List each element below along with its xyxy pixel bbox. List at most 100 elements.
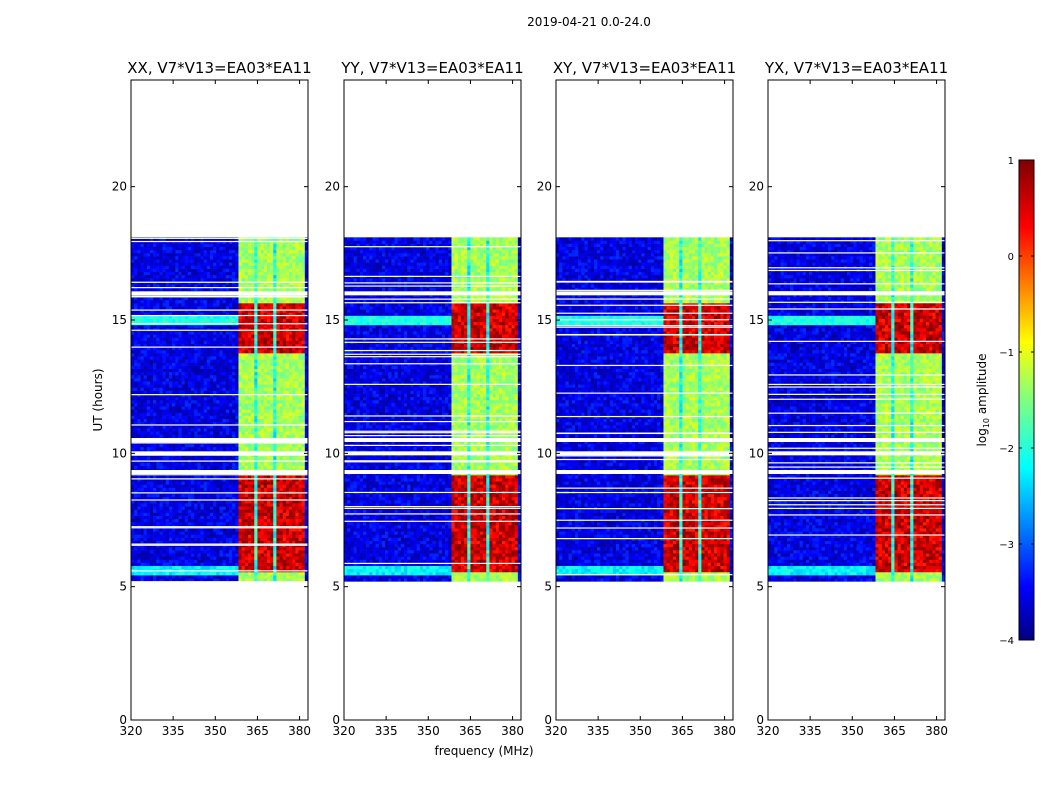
heatmap-cell <box>168 356 173 360</box>
heatmap-cell <box>241 403 246 407</box>
heatmap-cell <box>292 318 296 323</box>
heatmap-cell <box>263 500 268 504</box>
heatmap-cell <box>153 475 157 479</box>
heatmap-cell <box>260 528 265 532</box>
heatmap-cell <box>228 387 233 391</box>
heatmap-cell <box>295 340 299 344</box>
heatmap-cell <box>298 331 302 335</box>
heatmap-cell <box>143 334 148 338</box>
heatmap-cell <box>228 553 233 557</box>
heatmap-cell <box>241 428 246 432</box>
heatmap-cell <box>225 575 230 579</box>
heatmap-cell <box>225 334 230 338</box>
heatmap-cell <box>194 465 198 470</box>
heatmap-cell <box>175 409 179 413</box>
heatmap-cell <box>200 565 204 570</box>
heatmap-cell <box>168 521 173 526</box>
heatmap-cell <box>191 446 195 451</box>
heatmap-cell <box>153 359 157 363</box>
heatmap-cell <box>244 550 249 554</box>
heatmap-cell <box>222 478 227 482</box>
heatmap-cell <box>282 412 287 416</box>
heatmap-cell <box>191 518 195 523</box>
heatmap-cell <box>181 324 186 329</box>
heatmap-cell <box>295 528 299 532</box>
heatmap-cell <box>184 550 189 554</box>
heatmap-cell <box>213 396 217 401</box>
heatmap-cell <box>298 368 302 373</box>
heatmap-cell <box>131 390 135 394</box>
heatmap-cell <box>175 384 179 388</box>
heatmap-cell <box>168 500 173 504</box>
heatmap-cell <box>222 431 227 435</box>
heatmap-cell <box>134 331 138 335</box>
heatmap-cell <box>273 478 277 482</box>
heatmap-cell <box>203 500 208 504</box>
heatmap-cell <box>235 578 239 582</box>
heatmap-cell <box>270 518 274 523</box>
heatmap-cell <box>266 446 271 451</box>
heatmap-cell <box>162 371 167 376</box>
heatmap-cell <box>301 556 306 560</box>
heatmap-cell <box>137 553 141 557</box>
heatmap-cell <box>247 556 252 560</box>
heatmap-cell <box>251 340 255 344</box>
heatmap-cell <box>210 390 214 394</box>
heatmap-cell <box>285 353 290 357</box>
heatmap-cell <box>238 390 242 394</box>
heatmap-cell <box>172 368 176 373</box>
heatmap-cell <box>153 362 157 366</box>
heatmap-cell <box>241 500 246 504</box>
heatmap-cell <box>181 521 186 526</box>
heatmap-cell <box>131 384 135 388</box>
heatmap-cell <box>181 306 186 310</box>
heatmap-cell <box>131 340 135 344</box>
heatmap-cell <box>175 462 179 466</box>
heatmap-cell <box>216 303 220 307</box>
heatmap-cell <box>156 565 160 570</box>
heatmap-cell <box>184 365 189 369</box>
heatmap-cell <box>168 334 173 338</box>
heatmap-cell <box>159 509 163 513</box>
heatmap-cell <box>225 462 230 466</box>
heatmap-cell <box>289 506 293 510</box>
heatmap-cell <box>168 340 173 344</box>
heatmap-cell <box>235 406 239 410</box>
heatmap-cell <box>238 512 242 516</box>
heatmap-cell <box>168 378 173 382</box>
heatmap-cell <box>304 540 309 545</box>
heatmap-cell <box>282 399 287 404</box>
heatmap-cell <box>210 518 214 523</box>
heatmap-cell <box>137 465 141 470</box>
heatmap-cell <box>149 365 154 369</box>
heatmap-cell <box>228 512 233 516</box>
heatmap-cell <box>263 399 268 404</box>
heatmap-cell <box>257 371 261 376</box>
heatmap-cell <box>159 303 163 307</box>
heatmap-cell <box>285 500 290 504</box>
heatmap-cell <box>131 515 135 520</box>
heatmap-cell <box>194 340 198 344</box>
heatmap-cell <box>149 371 154 376</box>
heatmap-cell <box>194 353 198 357</box>
heatmap-cell <box>247 318 252 323</box>
heatmap-cell <box>244 365 249 369</box>
heatmap-cell <box>232 462 236 466</box>
heatmap-cell <box>184 456 189 460</box>
heatmap-cell <box>301 540 306 545</box>
heatmap-cell <box>228 418 233 423</box>
heatmap-cell <box>216 362 220 366</box>
heatmap-cell <box>251 362 255 366</box>
heatmap-cell <box>235 553 239 557</box>
heatmap-cell <box>162 340 167 344</box>
heatmap-cell <box>200 428 204 432</box>
heatmap-cell <box>247 465 252 470</box>
heatmap-cell <box>143 362 148 366</box>
heatmap-cell <box>168 531 173 535</box>
heatmap-cell <box>251 481 255 485</box>
heatmap-cell <box>251 337 255 341</box>
heatmap-cell <box>178 537 182 541</box>
heatmap-cell <box>270 537 274 541</box>
heatmap-cell <box>181 484 186 488</box>
heatmap-cell <box>270 431 274 435</box>
